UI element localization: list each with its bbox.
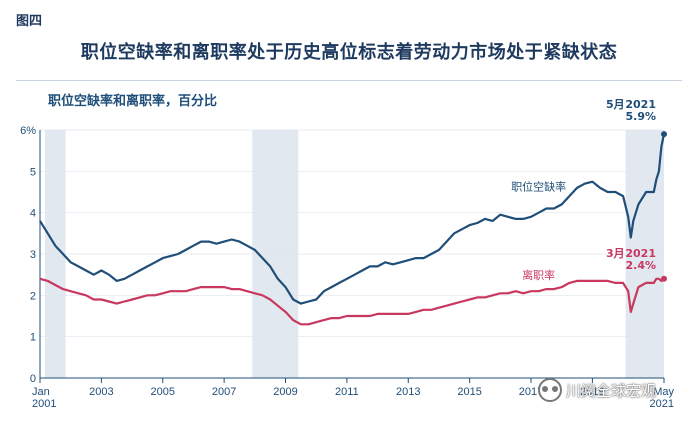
annotation-month: 5月 xyxy=(606,98,625,111)
series-name-label: 离职率 xyxy=(522,268,555,282)
figure-label: 图四 xyxy=(16,14,43,29)
series-name-label: 职位空缺率 xyxy=(511,180,566,194)
x-tick-label: 2003 xyxy=(89,386,113,398)
annotation-year: 2021 xyxy=(625,98,656,111)
series-line-0 xyxy=(39,133,666,305)
x-tick-label: May xyxy=(653,386,674,398)
watermark: 川阅全球宏观 xyxy=(538,378,656,402)
x-tick-label: 2019 xyxy=(580,386,604,398)
x-tick-label: 2015 xyxy=(457,386,481,398)
series-line-1 xyxy=(39,277,665,326)
x-tick-label: 2013 xyxy=(396,386,420,398)
y-tick-label: 4 xyxy=(30,208,36,220)
chart-subtitle: 职位空缺率和离职率，百分比 xyxy=(48,94,218,109)
y-tick-label: 5 xyxy=(30,166,36,178)
grid-lines xyxy=(40,129,664,379)
y-tick-label: 0 xyxy=(30,373,36,385)
annotation-value: 5.9% xyxy=(625,110,656,123)
x-tick-label: 2007 xyxy=(212,386,236,398)
title-divider xyxy=(16,80,682,81)
x-tick-label-year: 2021 xyxy=(650,398,674,410)
annotation-year: 2021 xyxy=(625,247,656,260)
x-tick-label: Jan xyxy=(32,386,50,398)
annotation-month: 3月 xyxy=(606,247,625,260)
x-tick-label: 2017 xyxy=(519,386,543,398)
watermark-text: 川阅全球宏观 xyxy=(566,381,657,400)
series-lines xyxy=(39,131,667,326)
series-end-point xyxy=(661,131,667,138)
y-tick-label: 1 xyxy=(30,332,36,344)
figure-title: 职位空缺率和离职率处于历史高位标志着劳动力市场处于紧缺状态 xyxy=(80,42,618,63)
x-tick-label: 2009 xyxy=(273,386,297,398)
y-tick-label: 6% xyxy=(20,125,36,137)
series-end-point xyxy=(661,275,667,282)
wechat-icon xyxy=(538,378,562,402)
x-tick-label-year: 2001 xyxy=(32,398,56,410)
y-tick-label: 2 xyxy=(30,290,36,302)
x-tick-label: 2011 xyxy=(335,386,359,398)
y-tick-label: 3 xyxy=(30,249,36,261)
annotation-value: 2.4% xyxy=(625,259,656,272)
x-tick-label: 2005 xyxy=(151,386,175,398)
